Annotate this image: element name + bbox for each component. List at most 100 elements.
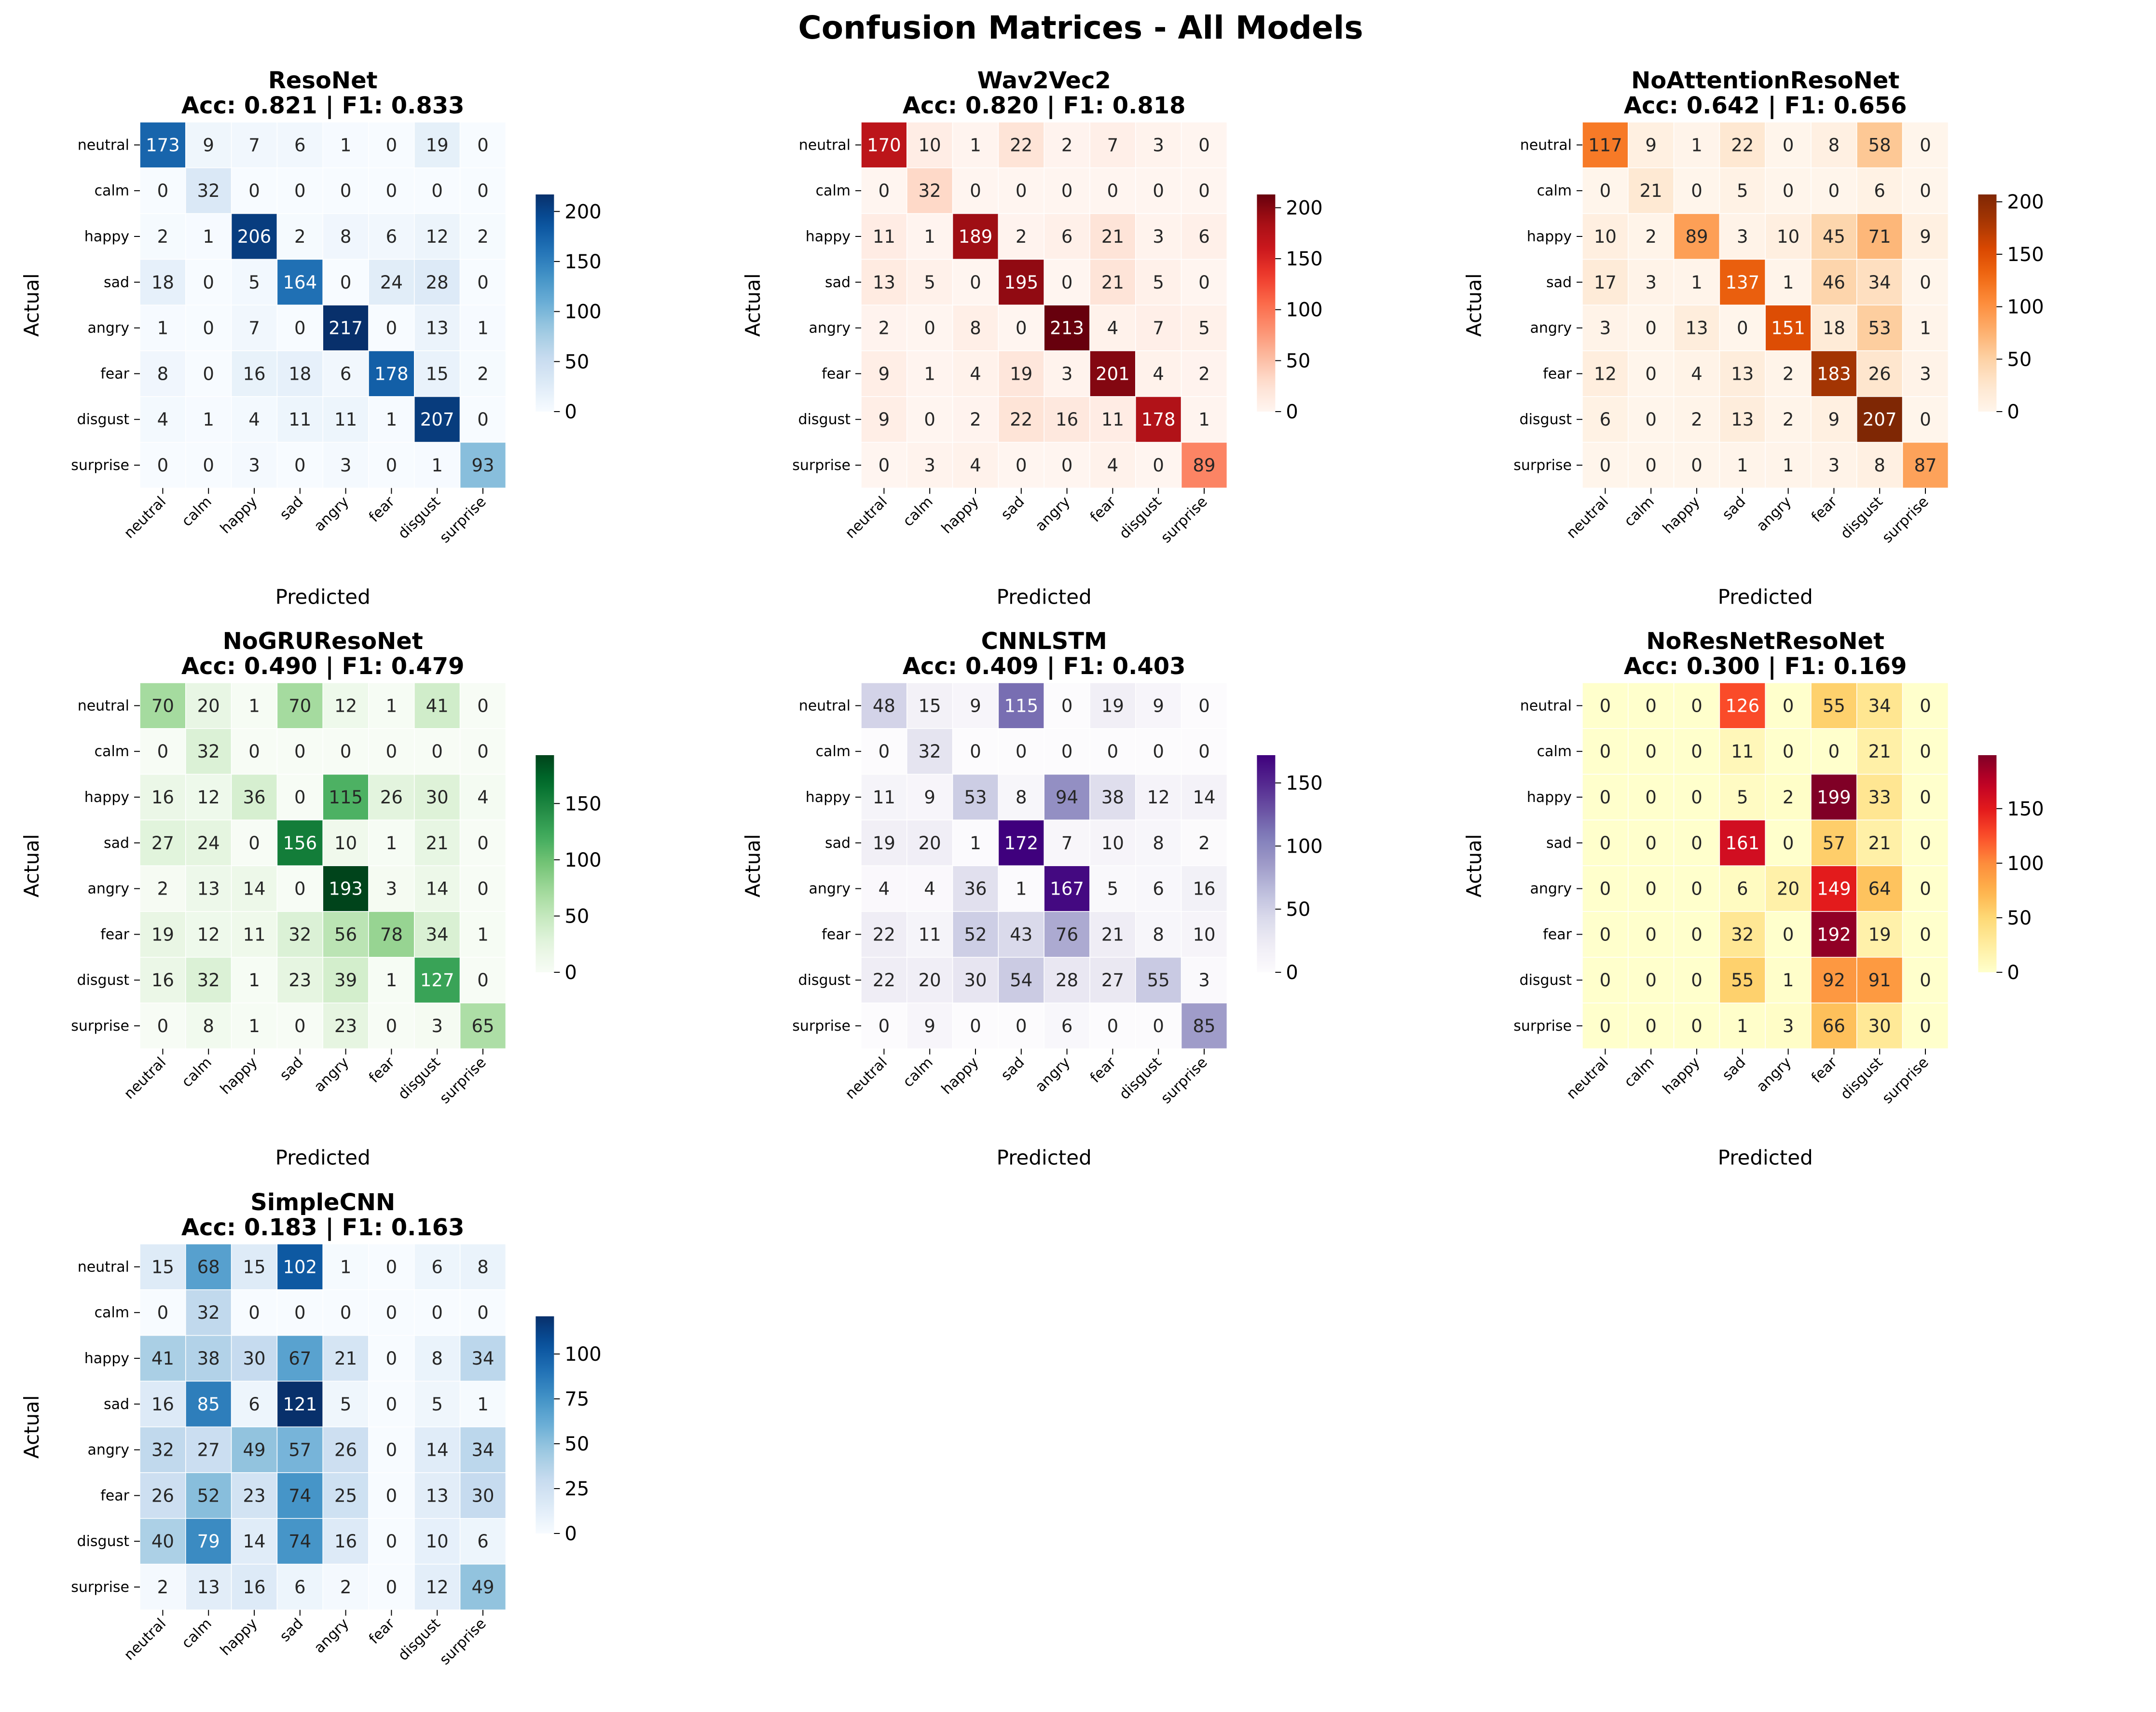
- cell-value-label: 34: [1868, 695, 1891, 716]
- heatmap-cell: [368, 1381, 415, 1427]
- heatmap-cell: [1044, 957, 1090, 1004]
- cell-value-label: 32: [288, 924, 311, 945]
- heatmap-cell: [906, 396, 953, 443]
- y-tick-label: sad: [104, 835, 129, 852]
- heatmap-cell: [906, 350, 953, 397]
- y-axis-label: Actual: [741, 834, 765, 897]
- cell-value-label: 66: [1823, 1016, 1845, 1036]
- heatmap-cell: [368, 396, 415, 443]
- y-tick-label: calm: [816, 182, 851, 199]
- cell-value-label: 10: [1777, 226, 1799, 247]
- cell-value-label: 0: [386, 455, 398, 476]
- cell-value-label: 34: [426, 924, 449, 945]
- heatmap-cell: [1902, 1002, 1949, 1049]
- cell-value-label: 1: [924, 363, 935, 384]
- colorbar-tick-label: 200: [564, 201, 601, 223]
- x-tick-label: calm: [179, 493, 215, 530]
- y-tick-label: surprise: [792, 457, 851, 474]
- cell-value-label: 11: [1101, 409, 1124, 430]
- y-tick-label: surprise: [1513, 457, 1572, 474]
- heatmap-cell: [276, 1243, 323, 1290]
- heatmap-cell: [952, 819, 999, 866]
- model-title: CNNLSTM: [981, 628, 1107, 655]
- cell-value-label: 0: [1691, 695, 1703, 716]
- heatmap-cell: [1856, 442, 1903, 489]
- cell-value-label: 12: [197, 924, 220, 945]
- cell-value-label: 0: [970, 741, 981, 762]
- cell-value-label: 7: [1107, 135, 1119, 155]
- heatmap-cell: [1628, 865, 1675, 912]
- heatmap-cell: [952, 167, 999, 214]
- heatmap-cell: [459, 682, 507, 729]
- cell-value-label: 14: [426, 879, 449, 899]
- heatmap-cell: [1582, 259, 1629, 305]
- heatmap-cell: [185, 728, 232, 775]
- cell-value-label: 0: [294, 787, 306, 808]
- heatmap-cell: [185, 1426, 232, 1473]
- heatmap-cell: [1181, 773, 1228, 821]
- y-tick-label: angry: [809, 881, 851, 897]
- heatmap-cell: [1135, 773, 1182, 821]
- cell-value-label: 0: [157, 1016, 169, 1036]
- cell-value-label: 26: [334, 1440, 357, 1461]
- colorbar-tick-label: 100: [1286, 299, 1322, 321]
- cell-value-label: 117: [1588, 135, 1622, 155]
- cell-value-label: 0: [1691, 1016, 1703, 1036]
- cell-value-label: 0: [1691, 879, 1703, 899]
- cell-value-label: 0: [1600, 879, 1611, 899]
- cell-value-label: 0: [1783, 741, 1794, 762]
- cell-value-label: 0: [1107, 741, 1119, 762]
- heatmap-cell: [368, 213, 415, 260]
- heatmap-cell: [1856, 122, 1903, 168]
- heatmap-cell: [1181, 167, 1228, 214]
- cell-value-label: 167: [1050, 879, 1084, 899]
- cell-value-label: 0: [477, 833, 489, 854]
- cell-value-label: 170: [867, 135, 901, 155]
- y-tick-label: disgust: [77, 1533, 130, 1550]
- heatmap-cell: [952, 1002, 999, 1049]
- heatmap-cell: [1135, 728, 1182, 775]
- heatmap-cell: [459, 865, 507, 912]
- cell-value-label: 0: [386, 1577, 398, 1598]
- cell-value-label: 8: [1153, 924, 1164, 945]
- y-tick-label: fear: [822, 365, 851, 382]
- colorbar-tick-label: 150: [564, 251, 601, 273]
- y-tick-label: fear: [100, 926, 129, 943]
- cell-value-label: 25: [334, 1485, 357, 1506]
- heatmap-cell: [459, 1381, 507, 1427]
- colorbar-tick-label: 0: [1286, 962, 1298, 984]
- cell-value-label: 0: [294, 1302, 306, 1323]
- cell-value-label: 34: [1868, 272, 1891, 293]
- x-tick-label: neutral: [121, 1615, 169, 1664]
- cell-value-label: 32: [919, 741, 941, 762]
- x-axis-label: Predicted: [275, 585, 371, 608]
- cell-value-label: 195: [1004, 272, 1038, 293]
- cell-value-label: 4: [248, 409, 260, 430]
- colorbar-tick-label: 0: [1286, 401, 1298, 423]
- cell-value-label: 5: [1198, 318, 1210, 339]
- cell-value-label: 0: [1600, 695, 1611, 716]
- cell-value-label: 14: [243, 1531, 265, 1552]
- metrics-subtitle: Acc: 0.820 | F1: 0.818: [903, 92, 1186, 119]
- heatmap-cell: [276, 682, 323, 729]
- heatmap-cell: [906, 865, 953, 912]
- heatmap-cell: [952, 442, 999, 489]
- heatmap-cell: [1135, 819, 1182, 866]
- heatmap-cell: [1811, 442, 1857, 489]
- heatmap-cell: [1044, 396, 1090, 443]
- cell-value-label: 2: [1783, 409, 1794, 430]
- y-tick-label: fear: [1543, 926, 1572, 943]
- colorbar: [1978, 755, 1997, 972]
- y-tick-label: disgust: [77, 972, 130, 989]
- cell-value-label: 3: [1061, 363, 1073, 384]
- heatmap-cell: [1902, 122, 1949, 168]
- cell-value-label: 5: [1153, 272, 1164, 293]
- cell-value-label: 13: [197, 879, 220, 899]
- heatmap-cell: [1135, 442, 1182, 489]
- y-tick-label: disgust: [1520, 972, 1572, 989]
- heatmap-cell: [952, 259, 999, 305]
- cell-value-label: 151: [1771, 318, 1805, 339]
- cell-value-label: 0: [1600, 924, 1611, 945]
- colorbar-tick-label: 150: [2007, 244, 2044, 266]
- cell-value-label: 0: [1153, 180, 1164, 201]
